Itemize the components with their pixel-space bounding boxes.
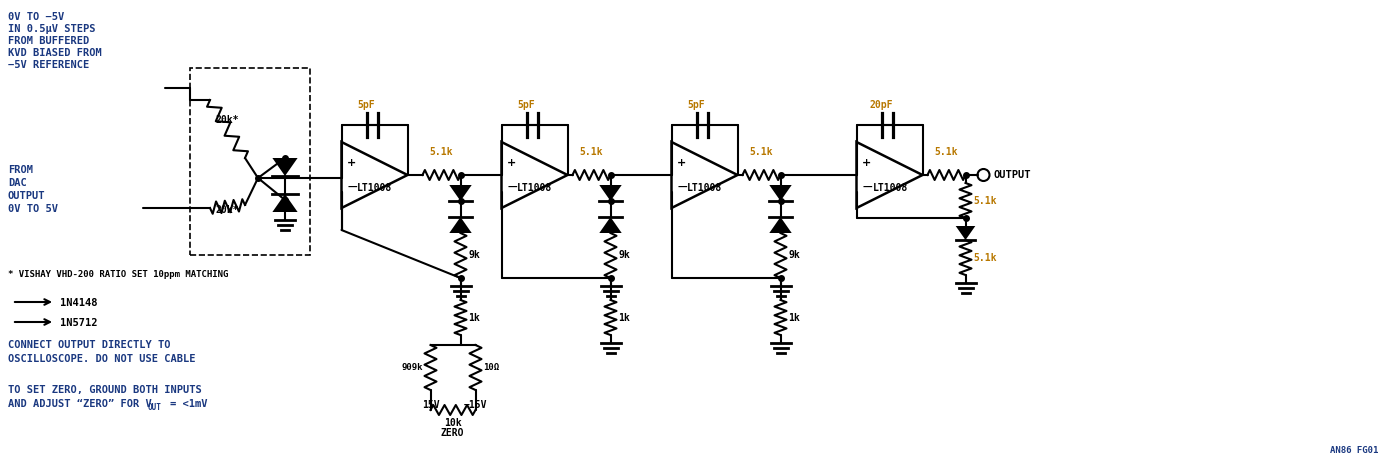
Text: IN 0.5μV STEPS: IN 0.5μV STEPS — [8, 24, 96, 34]
Text: +: + — [676, 158, 686, 169]
Text: −: − — [507, 180, 518, 194]
Text: 5.1k: 5.1k — [579, 147, 603, 157]
Polygon shape — [449, 185, 471, 201]
Text: CONNECT OUTPUT DIRECTLY TO: CONNECT OUTPUT DIRECTLY TO — [8, 340, 170, 350]
Polygon shape — [599, 185, 622, 201]
Text: KVD BIASED FROM: KVD BIASED FROM — [8, 48, 101, 58]
Text: OUTPUT: OUTPUT — [8, 191, 46, 201]
Polygon shape — [769, 217, 791, 233]
Polygon shape — [599, 217, 622, 233]
Text: −15V: −15V — [464, 400, 488, 410]
Polygon shape — [769, 185, 791, 201]
Text: LT1008: LT1008 — [687, 183, 722, 193]
Text: 5.1k: 5.1k — [934, 147, 958, 157]
Text: 1N5712: 1N5712 — [60, 318, 97, 328]
Text: +: + — [346, 158, 356, 169]
Text: OUT: OUT — [148, 403, 162, 412]
Text: OSCILLOSCOPE. DO NOT USE CABLE: OSCILLOSCOPE. DO NOT USE CABLE — [8, 354, 195, 364]
Text: 1k: 1k — [789, 313, 800, 323]
Text: +: + — [862, 158, 872, 169]
Text: 5pF: 5pF — [358, 100, 376, 110]
Text: LT1008: LT1008 — [517, 183, 553, 193]
Text: AND ADJUST “ZERO” FOR V: AND ADJUST “ZERO” FOR V — [8, 399, 151, 409]
Text: 1N4148: 1N4148 — [60, 298, 97, 308]
Text: LT1008: LT1008 — [872, 183, 908, 193]
Polygon shape — [273, 194, 298, 212]
Text: −: − — [676, 180, 689, 194]
Text: 10k: 10k — [444, 418, 462, 428]
Text: 20k*: 20k* — [215, 115, 238, 125]
Text: 0V TO 5V: 0V TO 5V — [8, 204, 58, 214]
Text: 20pF: 20pF — [870, 100, 893, 110]
Text: 9k: 9k — [468, 250, 481, 260]
Bar — [190, 68, 310, 255]
Text: 5pF: 5pF — [687, 100, 705, 110]
Text: FROM: FROM — [8, 165, 33, 175]
Text: 5.1k: 5.1k — [750, 147, 773, 157]
Text: 5.1k: 5.1k — [430, 147, 453, 157]
Text: 0V TO −5V: 0V TO −5V — [8, 12, 64, 22]
Text: ZERO: ZERO — [441, 428, 464, 438]
Text: −: − — [862, 180, 873, 194]
Text: 9k: 9k — [789, 250, 800, 260]
Text: 5pF: 5pF — [518, 100, 535, 110]
Text: = <1mV: = <1mV — [170, 399, 208, 409]
Text: 909k: 909k — [401, 364, 423, 372]
Text: 20k*: 20k* — [215, 205, 238, 215]
Text: 9k: 9k — [618, 250, 631, 260]
Text: AN86 FG01: AN86 FG01 — [1329, 446, 1378, 455]
Text: TO SET ZERO, GROUND BOTH INPUTS: TO SET ZERO, GROUND BOTH INPUTS — [8, 385, 202, 395]
Text: 1k: 1k — [618, 313, 631, 323]
Text: * VISHAY VHD-200 RATIO SET 10ppm MATCHING: * VISHAY VHD-200 RATIO SET 10ppm MATCHIN… — [8, 270, 229, 279]
Polygon shape — [956, 226, 976, 240]
Text: 15V: 15V — [421, 400, 439, 410]
Text: −5V REFERENCE: −5V REFERENCE — [8, 60, 89, 70]
Text: OUTPUT: OUTPUT — [994, 170, 1031, 180]
Text: +: + — [507, 158, 516, 169]
Text: LT1008: LT1008 — [358, 183, 392, 193]
Text: FROM BUFFERED: FROM BUFFERED — [8, 36, 89, 46]
Text: 10Ω: 10Ω — [484, 364, 499, 372]
Polygon shape — [273, 158, 298, 176]
Polygon shape — [449, 217, 471, 233]
Text: −: − — [346, 180, 359, 194]
Text: 5.1k: 5.1k — [973, 196, 997, 206]
Text: 5.1k: 5.1k — [973, 253, 997, 263]
Text: DAC: DAC — [8, 178, 26, 188]
Text: 1k: 1k — [468, 313, 481, 323]
